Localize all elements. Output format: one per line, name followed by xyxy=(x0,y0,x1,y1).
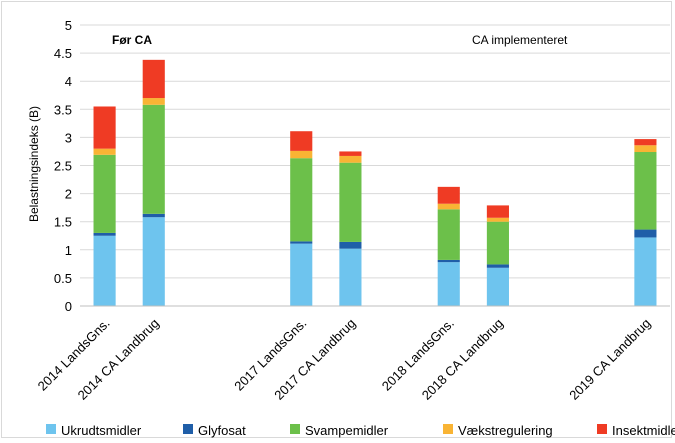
legend-swatch xyxy=(46,424,56,434)
bar-segment xyxy=(634,237,657,306)
bar-segment xyxy=(437,203,460,210)
y-tick-label: 2.5 xyxy=(54,159,72,174)
legend-swatch xyxy=(443,424,453,434)
y-tick-label: 3.5 xyxy=(54,102,72,117)
bar-segment xyxy=(339,151,362,156)
bar-segment xyxy=(290,131,313,151)
annotation-ca-implemented: CA implementeret xyxy=(472,33,568,47)
bar-segment xyxy=(93,154,116,233)
bar-segment xyxy=(93,232,116,236)
y-tick-label: 2 xyxy=(65,187,72,202)
y-tick-label: 3 xyxy=(65,130,72,145)
y-tick-label: 5 xyxy=(65,18,72,33)
bar-segment xyxy=(339,241,362,249)
legend-swatch xyxy=(290,424,300,434)
bar-segment xyxy=(486,217,509,222)
y-tick-label: 4 xyxy=(65,74,72,89)
annotation-before-ca: Før CA xyxy=(112,33,152,47)
bar-segment xyxy=(486,264,509,268)
bar-segment xyxy=(142,59,165,99)
bar-segment xyxy=(142,213,165,218)
bar-segment xyxy=(339,248,362,306)
bar-segment xyxy=(93,235,116,306)
bar-segment xyxy=(437,259,460,263)
bar-segment xyxy=(290,241,313,244)
bar-segment xyxy=(142,98,165,105)
bar-segment xyxy=(634,152,657,230)
bar-segment xyxy=(142,217,165,306)
bar-segment xyxy=(290,150,313,159)
bar-segment xyxy=(290,243,313,306)
bar-segment xyxy=(93,148,116,155)
bar-segment xyxy=(486,221,509,265)
bar-segment xyxy=(486,205,509,218)
legend: Ukrudtsmidler Glyfosat Svampemidler Vækstre… xyxy=(46,423,675,438)
bar-segment xyxy=(634,229,657,238)
y-tick-label: 4.5 xyxy=(54,46,72,61)
bar-segment xyxy=(634,139,657,146)
y-axis-title: Belastningsindeks (B) xyxy=(27,106,41,222)
legend-swatch xyxy=(597,424,607,434)
y-tick-label: 0.5 xyxy=(54,271,72,286)
legend-label: Insektmidler xyxy=(612,423,675,438)
x-category-label: 2019 CA Landbrug xyxy=(566,316,653,403)
bar-segment xyxy=(93,106,116,149)
bar-segment xyxy=(437,209,460,260)
bar-segment xyxy=(634,145,657,153)
legend-label: Svampemidler xyxy=(305,423,389,438)
bar-segment xyxy=(339,155,362,163)
legend-label: Glyfosat xyxy=(198,423,246,438)
bar-segment xyxy=(486,267,509,306)
bar-segment xyxy=(339,162,362,242)
bar-segment xyxy=(437,262,460,306)
y-tick-label: 0 xyxy=(65,299,72,314)
bar-segment xyxy=(437,186,460,204)
legend-label: Ukrudtsmidler xyxy=(61,423,142,438)
y-tick-label: 1.5 xyxy=(54,215,72,230)
bar-segment xyxy=(142,104,165,214)
legend-label: Vækstregulering xyxy=(458,423,553,438)
legend-swatch xyxy=(183,424,193,434)
y-tick-label: 1 xyxy=(65,243,72,258)
bar-segment xyxy=(290,158,313,242)
